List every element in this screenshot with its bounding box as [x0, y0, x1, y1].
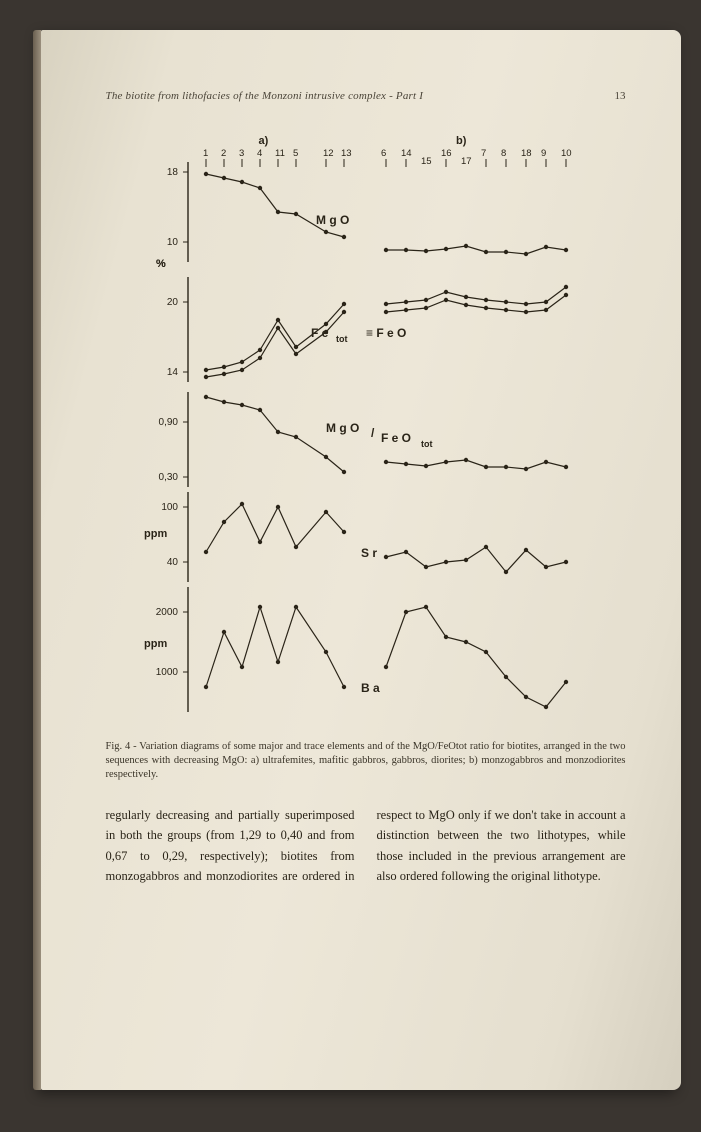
svg-text:11: 11 — [275, 148, 285, 159]
svg-text:6: 6 — [381, 148, 386, 159]
svg-text:10: 10 — [561, 148, 572, 159]
svg-text:100: 100 — [161, 502, 178, 513]
svg-text:14: 14 — [401, 148, 412, 159]
figure-caption: Fig. 4 - Variation diagrams of some majo… — [106, 740, 626, 783]
header-title: The biotite from lithofacies of the Monz… — [106, 90, 424, 102]
svg-text:12: 12 — [323, 148, 334, 159]
svg-text:18: 18 — [166, 167, 178, 178]
svg-text:tot: tot — [421, 439, 433, 449]
svg-text:14: 14 — [166, 367, 178, 378]
svg-text:M g O: M g O — [326, 421, 359, 435]
svg-text:ppm: ppm — [144, 528, 167, 540]
svg-text:2000: 2000 — [155, 607, 178, 618]
svg-text:9: 9 — [541, 148, 546, 159]
page-number: 13 — [615, 90, 626, 102]
page: The biotite from lithofacies of the Monz… — [41, 30, 681, 1090]
svg-text:tot: tot — [336, 334, 348, 344]
svg-text:4: 4 — [257, 148, 262, 159]
svg-text:40: 40 — [166, 557, 178, 568]
svg-text:7: 7 — [481, 148, 486, 159]
svg-text:%: % — [156, 258, 166, 270]
svg-text:16: 16 — [441, 148, 452, 159]
svg-text:S r: S r — [361, 546, 377, 560]
svg-text:a): a) — [258, 135, 268, 147]
svg-text:18: 18 — [521, 148, 532, 159]
svg-text:8: 8 — [501, 148, 506, 159]
svg-text:13: 13 — [341, 148, 352, 159]
svg-text:1: 1 — [203, 148, 208, 159]
svg-text:F e O: F e O — [381, 431, 411, 445]
running-header: The biotite from lithofacies of the Monz… — [106, 90, 626, 102]
svg-text:/: / — [371, 426, 375, 440]
svg-text:0,90: 0,90 — [158, 417, 178, 428]
svg-text:5: 5 — [293, 148, 298, 159]
figure-4-chart: a)12341151213b)6141516177818910%1810M g … — [126, 132, 606, 722]
svg-text:20: 20 — [166, 297, 178, 308]
svg-text:10: 10 — [166, 237, 178, 248]
svg-text:ppm: ppm — [144, 638, 167, 650]
svg-text:≡ F e O: ≡ F e O — [366, 326, 406, 340]
svg-text:17: 17 — [461, 156, 472, 167]
svg-text:15: 15 — [421, 156, 432, 167]
svg-text:B a: B a — [361, 681, 380, 695]
svg-text:0,30: 0,30 — [158, 472, 178, 483]
body-paragraph: regularly decreasing and partially super… — [106, 805, 626, 888]
svg-text:1000: 1000 — [155, 667, 178, 678]
svg-text:2: 2 — [221, 148, 226, 159]
svg-text:b): b) — [456, 135, 467, 147]
svg-text:M g O: M g O — [316, 213, 349, 227]
caption-prefix: Fig. 4 - — [106, 741, 140, 752]
caption-text: Variation diagrams of some major and tra… — [106, 741, 626, 780]
svg-text:3: 3 — [239, 148, 244, 159]
